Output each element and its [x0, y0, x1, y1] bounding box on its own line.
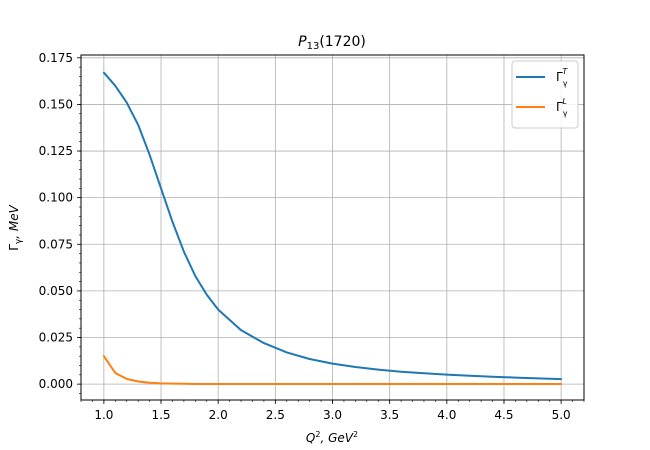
series-layer: [102, 71, 563, 385]
x-tick-label: 2.0: [209, 408, 228, 422]
y-axis-label: Γγ, MeV: [7, 204, 24, 250]
legend-frame: [511, 60, 579, 129]
y-tick-label: 0.125: [39, 144, 73, 158]
x-tick-label: 4.5: [494, 408, 513, 422]
y-tick-label: 0.050: [39, 284, 73, 298]
legend: ΓγT ΓγL: [511, 60, 579, 129]
y-tick-label: 0.150: [39, 97, 73, 111]
x-tick-label: 1.0: [94, 408, 113, 422]
y-axis: 0.000 0.025 0.050 0.075 0.100 0.125 0.150 0.175: [39, 51, 81, 394]
y-tick-label: 0.175: [39, 51, 73, 65]
series-line-longitudinal: [102, 355, 563, 385]
y-tick-label: 0.000: [39, 377, 73, 391]
x-tick-label: 3.5: [380, 408, 399, 422]
y-tick-label: 0.025: [39, 331, 73, 345]
legend-label-transverse: ΓγT: [556, 67, 568, 88]
chart-title: P13(1720): [298, 34, 366, 52]
x-tick-label: 5.0: [552, 408, 571, 422]
x-tick-label: 2.5: [266, 408, 285, 422]
legend-label-longitudinal: ΓγL: [556, 97, 568, 118]
series-line-transverse: [102, 71, 563, 381]
x-axis-label: Q2, GeV2: [306, 430, 358, 445]
y-tick-label: 0.075: [39, 237, 73, 251]
y-tick-label: 0.100: [39, 191, 73, 205]
x-tick-label: 3.0: [323, 408, 342, 422]
x-tick-label: 1.5: [151, 408, 170, 422]
x-tick-label: 4.0: [437, 408, 456, 422]
x-axis: 1.0 1.5 2.0 2.5 3.0 3.5 4.0 4.5 5.0: [80, 400, 585, 422]
